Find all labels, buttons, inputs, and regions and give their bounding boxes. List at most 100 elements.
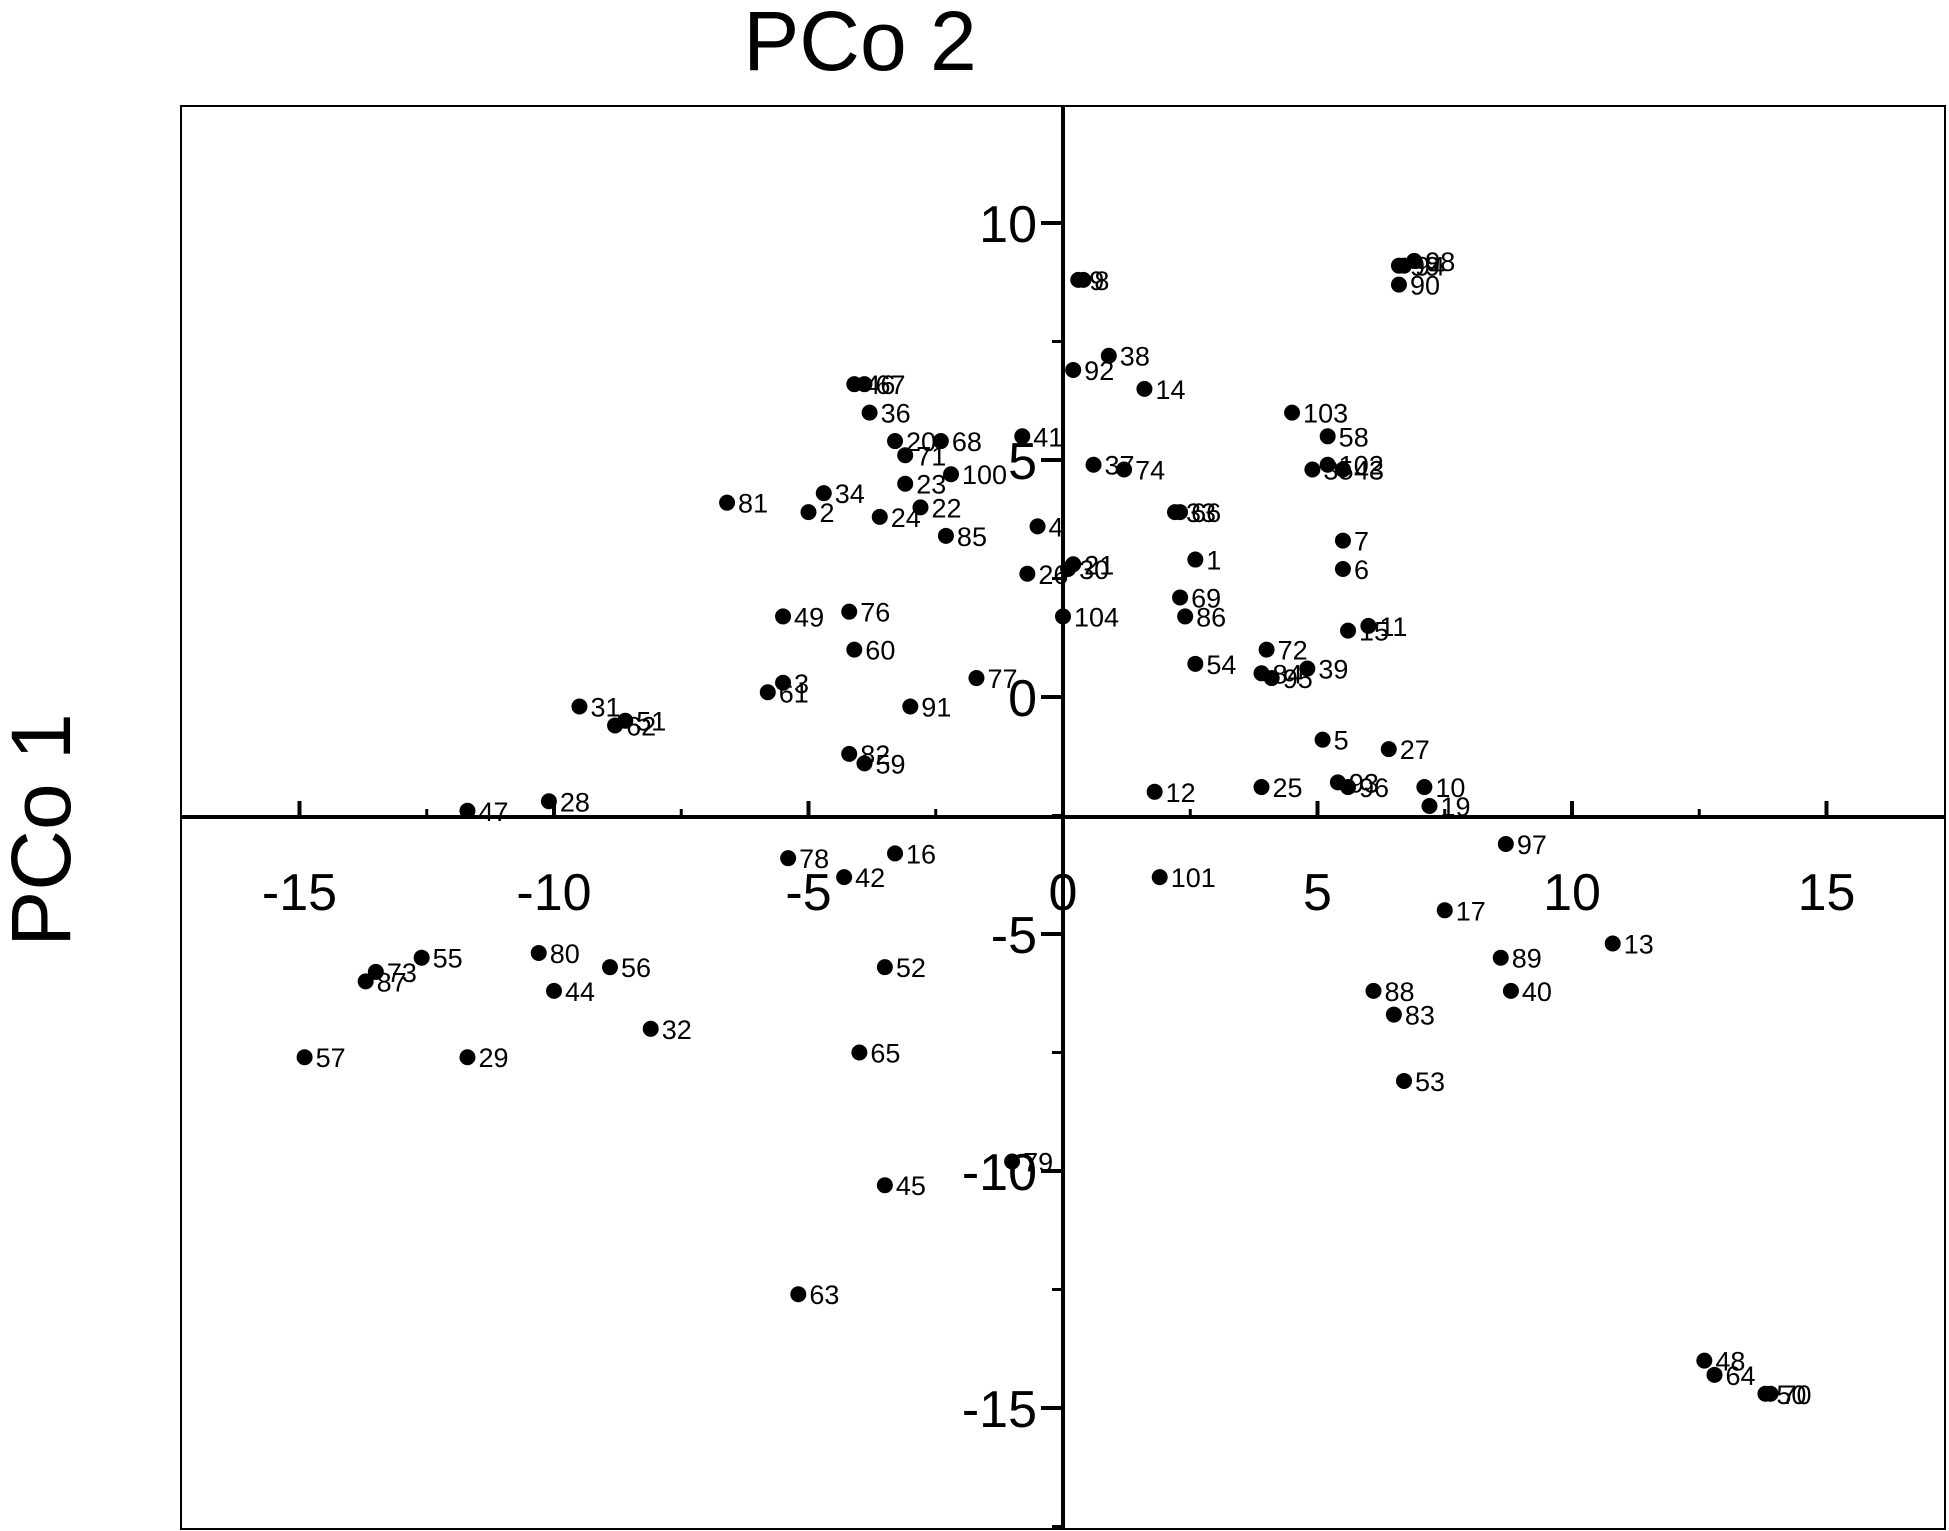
data-point [1390, 276, 1407, 293]
data-point [937, 527, 954, 544]
data-point [1136, 380, 1153, 397]
data-point-label: 72 [1278, 636, 1308, 666]
data-point [1100, 347, 1117, 364]
data-point [851, 1044, 868, 1061]
data-point [1340, 779, 1357, 796]
data-point [871, 508, 888, 525]
data-point-label: 24 [891, 503, 921, 533]
data-point [1172, 504, 1189, 521]
data-point-label: 44 [565, 977, 595, 1007]
x-tick-label: -10 [516, 864, 591, 922]
data-point [932, 433, 949, 450]
data-point [1055, 608, 1071, 625]
data-point [856, 376, 873, 393]
data-point-label: 9 [1089, 266, 1104, 296]
axes [181, 106, 1945, 1529]
data-point [1065, 361, 1082, 378]
data-point-label: 33 [1186, 498, 1216, 528]
data-point-label: 66 [1191, 498, 1221, 528]
data-point [546, 982, 562, 999]
data-point [861, 404, 878, 421]
data-point-label: 61 [779, 678, 809, 708]
data-point [887, 845, 904, 862]
data-point-label: 79 [1023, 1148, 1053, 1178]
data-point [1385, 1006, 1402, 1023]
data-point-label: 49 [794, 602, 824, 632]
data-point-label: 43 [1354, 455, 1384, 485]
data-point [1334, 532, 1351, 549]
data-point-label: 92 [1084, 356, 1114, 386]
data-point [459, 1049, 476, 1066]
data-point [780, 850, 797, 867]
data-point-label: 57 [316, 1043, 346, 1073]
data-point-label: 15 [1359, 617, 1389, 647]
data-point [1019, 565, 1036, 582]
data-point [642, 1020, 659, 1037]
data-point [1187, 551, 1204, 568]
data-point [1416, 779, 1433, 796]
y-tick-label: -10 [962, 1144, 1037, 1202]
data-point-label: 86 [1196, 602, 1226, 632]
data-point [775, 608, 792, 625]
data-point [1004, 1153, 1021, 1170]
data-point-label: 100 [962, 460, 1007, 490]
data-point-label: 52 [896, 953, 926, 983]
data-point-label: 22 [931, 493, 961, 523]
data-point [1029, 518, 1046, 535]
data-point-label: 104 [1074, 602, 1119, 632]
data-point-label: 51 [636, 707, 666, 737]
data-point-label: 42 [855, 863, 885, 893]
data-point [1187, 655, 1204, 672]
data-point-label: 36 [881, 399, 911, 429]
data-point [759, 684, 776, 701]
data-point-label: 58 [1339, 422, 1369, 452]
y-tick-label: 10 [979, 196, 1037, 254]
data-point [1146, 783, 1163, 800]
data-point [1390, 257, 1407, 274]
data-point [296, 1049, 313, 1066]
data-point [902, 698, 919, 715]
data-point-label: 39 [1318, 655, 1348, 685]
y-tick-label: 0 [1008, 670, 1037, 728]
data-point-label: 67 [875, 370, 905, 400]
data-point-label: 68 [952, 427, 982, 457]
data-point-label: 25 [1273, 773, 1303, 803]
data-point [912, 499, 929, 516]
data-point-label: 14 [1155, 375, 1185, 405]
data-point [1177, 608, 1194, 625]
data-point-label: 81 [738, 489, 768, 519]
data-point-label: 13 [1624, 929, 1654, 959]
data-point [571, 698, 588, 715]
data-point [1396, 1072, 1413, 1089]
data-point-label: 63 [809, 1280, 839, 1310]
x-tick-label: 0 [1049, 864, 1078, 922]
data-point-label: 82 [860, 740, 890, 770]
data-point [1497, 835, 1514, 852]
data-point [459, 802, 476, 819]
data-point [1436, 902, 1453, 919]
data-point [367, 963, 384, 980]
data-point [1172, 589, 1189, 606]
data-point [1060, 561, 1077, 578]
x-axis-title: PCo 2 [743, 0, 976, 88]
data-point-label: 2 [820, 498, 835, 528]
data-point [1253, 779, 1270, 796]
data-point [1334, 561, 1351, 578]
data-point [719, 494, 736, 511]
data-point [836, 869, 853, 886]
data-point-label: 101 [1171, 863, 1216, 893]
data-point-label: 16 [906, 839, 936, 869]
data-point-label: 11 [1379, 612, 1407, 642]
data-point-label: 50 [1776, 1380, 1806, 1410]
data-point [800, 504, 817, 521]
data-point-label: 19 [1440, 792, 1470, 822]
data-point [601, 959, 618, 976]
data-point [815, 485, 832, 502]
data-point-label: 87 [377, 967, 407, 997]
data-point [540, 793, 557, 810]
data-point [1360, 617, 1377, 634]
data-point [1380, 741, 1397, 758]
data-point-label: 40 [1522, 977, 1552, 1007]
y-tick-label: -5 [991, 907, 1037, 965]
data-point-label: 62 [626, 711, 656, 741]
